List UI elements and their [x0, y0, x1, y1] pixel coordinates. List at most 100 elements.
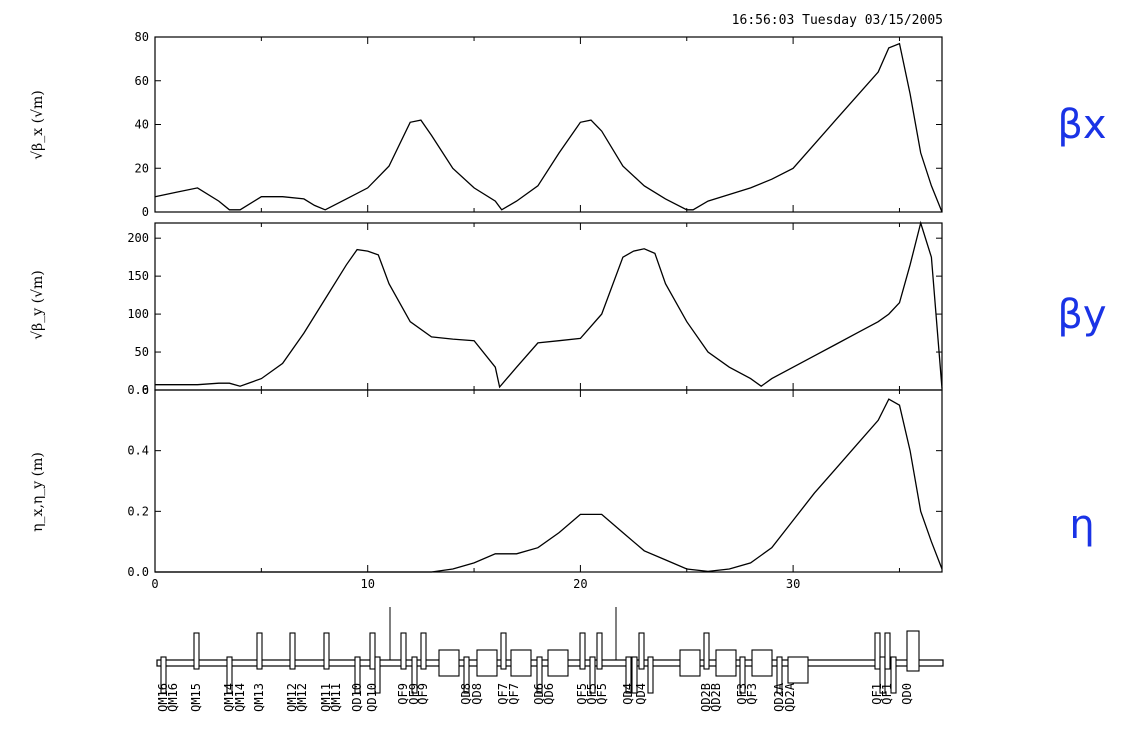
bend-magnet [679, 649, 701, 677]
panel-3: 0.00.20.40.60 10 20 30η_x,η_y (m) [30, 383, 943, 591]
y-tick-label: 0.2 [127, 504, 149, 518]
magnet-label: QD8 [470, 683, 484, 705]
magnet-label: QM14 [233, 683, 247, 712]
quadrupole-magnet [354, 656, 361, 694]
quadrupole-magnet [776, 656, 783, 694]
side-label-betax: βx [1057, 102, 1106, 148]
y-tick-label: 100 [127, 307, 149, 321]
magnet-label: QF1 [870, 683, 884, 705]
panel-1: 0 20 40 60 80 √β_x (√m) [30, 30, 943, 219]
y-tick-label: 60 [135, 74, 149, 88]
panel-frame [154, 36, 943, 213]
y-tick-label: 200 [127, 231, 149, 245]
quadrupole-magnet [256, 632, 263, 670]
magnet-label: QF5 [585, 683, 599, 705]
timestamp: 16:56:03 Tuesday 03/15/2005 [732, 13, 943, 28]
bend-magnet [715, 649, 737, 677]
series-line-3 [155, 398, 943, 573]
quadrupole-magnet [884, 632, 891, 670]
quadrupole-magnet [890, 656, 897, 694]
quadrupole-magnet [420, 632, 427, 670]
quadrupole-magnet [589, 656, 596, 694]
y-tick-label: 0.0 [127, 565, 149, 579]
quadrupole-magnet [289, 632, 296, 670]
bend-magnet [510, 649, 532, 677]
magnet-label: QM16 [166, 683, 180, 712]
quadrupole-magnet [193, 632, 200, 670]
magnet-label: QD2A [772, 682, 786, 712]
y-tick-label: 40 [135, 118, 149, 132]
quadrupole-magnet [536, 656, 543, 694]
quadrupole-magnet [411, 656, 418, 694]
quadrupole-magnet [160, 656, 167, 694]
y-tick-label: 80 [135, 30, 149, 44]
magnet-label: QD8 [459, 683, 473, 705]
series-line-2 [155, 220, 943, 389]
magnet-label: QM14 [222, 683, 236, 712]
series-line-1 [154, 42, 943, 213]
magnet-label: QF3 [745, 683, 759, 705]
quadrupole-magnet [374, 656, 381, 694]
bend-magnet [787, 656, 809, 684]
quadrupole-magnet [323, 632, 330, 670]
y-tick-label: 20 [135, 161, 149, 175]
lattice-diagram [156, 607, 944, 694]
x-tick-label: 30 [786, 577, 800, 591]
magnet-label: QF5 [595, 683, 609, 705]
magnet-label: QD2A [783, 682, 797, 712]
quadrupole-magnet [647, 656, 654, 694]
magnet-label: QD6 [542, 683, 556, 705]
side-label-betay: βy [1057, 292, 1106, 338]
magnet-label: QD4 [634, 683, 648, 705]
magnet-label: QF9 [416, 683, 430, 705]
quadrupole-magnet [625, 656, 632, 694]
y-axis-label: √β_x (√m) [30, 90, 46, 159]
final-quadrupole [906, 630, 920, 672]
bend-magnet [476, 649, 498, 677]
y-axis-label: √β_y (√m) [30, 270, 46, 340]
panel-frame [154, 222, 943, 391]
quadrupole-magnet [500, 632, 507, 670]
quadrupole-magnet [638, 632, 645, 670]
bend-magnet [751, 649, 773, 677]
quadrupole-magnet [739, 656, 746, 694]
magnet-label: QD2B [699, 683, 713, 712]
quadrupole-magnet [226, 656, 233, 694]
magnet-label: QF9 [396, 683, 410, 705]
magnet-label: QF1 [880, 683, 894, 705]
y-tick-label: 0 [142, 205, 149, 219]
quadrupole-magnet [879, 656, 886, 694]
side-label-eta: η [1069, 502, 1094, 548]
panel-frame [154, 389, 943, 573]
magnet-label: QD6 [532, 683, 546, 705]
y-axis-label: η_x,η_y (m) [30, 452, 46, 532]
magnet-label: QD0 [900, 683, 914, 705]
magnet-label: QM11 [319, 683, 333, 712]
bend-magnet [547, 649, 569, 677]
magnet-label: QF3 [735, 683, 749, 705]
quadrupole-magnet [369, 632, 376, 670]
magnet-label: QM12 [285, 683, 299, 712]
magnet-label: QD2B [709, 683, 723, 712]
magnet-label: QM16 [156, 683, 170, 712]
quadrupole-magnet [631, 656, 638, 694]
quadrupole-magnet [579, 632, 586, 670]
y-tick-label: 150 [127, 269, 149, 283]
magnet-label: QF9 [407, 683, 421, 705]
magnet-label: QD10 [365, 683, 379, 712]
quadrupole-magnet [596, 632, 603, 670]
panel-2: 0 50 100 150 200 √β_y (√m) [30, 220, 943, 397]
x-tick-label: 20 [573, 577, 587, 591]
magnet-label: QD4 [621, 683, 635, 705]
magnet-label: QM15 [189, 683, 203, 712]
magnet-label: QM13 [252, 683, 266, 712]
magnet-label: QM12 [295, 683, 309, 712]
magnet-label: QD10 [350, 683, 364, 712]
x-tick-label: 0 [151, 577, 158, 591]
y-tick-label: 0.6 [127, 383, 149, 397]
magnet-label: QF7 [507, 683, 521, 705]
magnet-label: QF7 [496, 683, 510, 705]
